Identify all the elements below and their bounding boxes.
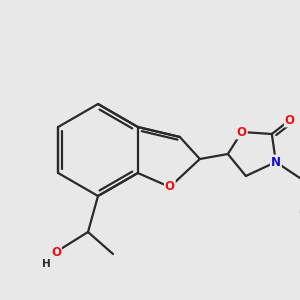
Text: O: O — [165, 181, 175, 194]
Text: H: H — [42, 259, 50, 269]
Text: O: O — [51, 245, 61, 259]
Text: O: O — [237, 125, 247, 139]
Text: O: O — [285, 113, 295, 127]
Text: N: N — [271, 155, 281, 169]
